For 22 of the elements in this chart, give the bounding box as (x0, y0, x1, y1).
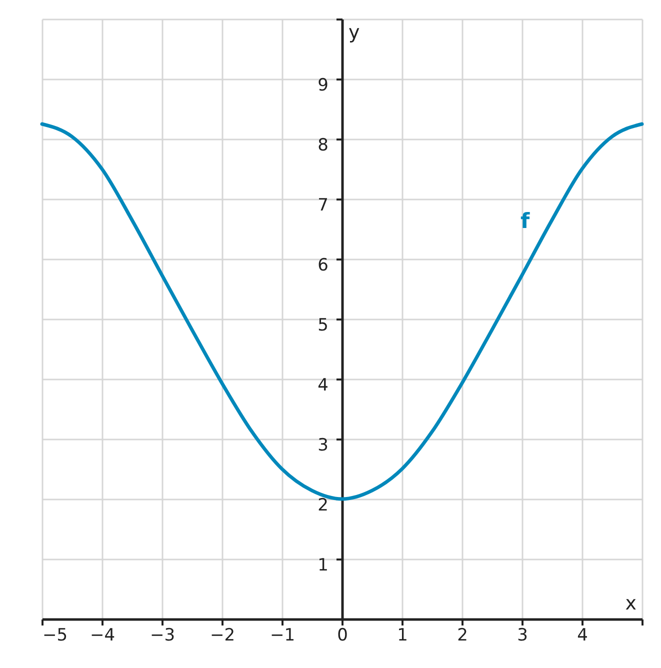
x-tick-label: −3 (150, 626, 176, 646)
series-label: f (520, 209, 530, 233)
x-tick-label: 0 (337, 626, 348, 646)
x-tick-label: −4 (90, 626, 116, 646)
x-axis-title: x (625, 592, 636, 614)
x-tick-label: 1 (397, 626, 408, 646)
x-tick-label: 2 (457, 626, 468, 646)
y-axis-title: y (348, 22, 360, 44)
x-tick-label: −2 (210, 626, 236, 646)
y-tick-label: 4 (318, 376, 328, 396)
y-tick-label: 1 (318, 556, 328, 576)
y-tick-label: 6 (318, 256, 328, 276)
y-tick-label: 5 (318, 316, 328, 336)
y-tick-label: 8 (318, 136, 328, 156)
x-tick-label: −5 (42, 626, 68, 646)
y-tick-label: 2 (318, 496, 328, 516)
x-tick-label: 3 (517, 626, 528, 646)
x-tick-label: 4 (577, 626, 588, 646)
y-tick-label: 7 (318, 196, 328, 216)
y-tick-label: 3 (318, 436, 328, 456)
x-tick-label: −1 (270, 626, 296, 646)
y-tick-label: 9 (318, 76, 328, 96)
